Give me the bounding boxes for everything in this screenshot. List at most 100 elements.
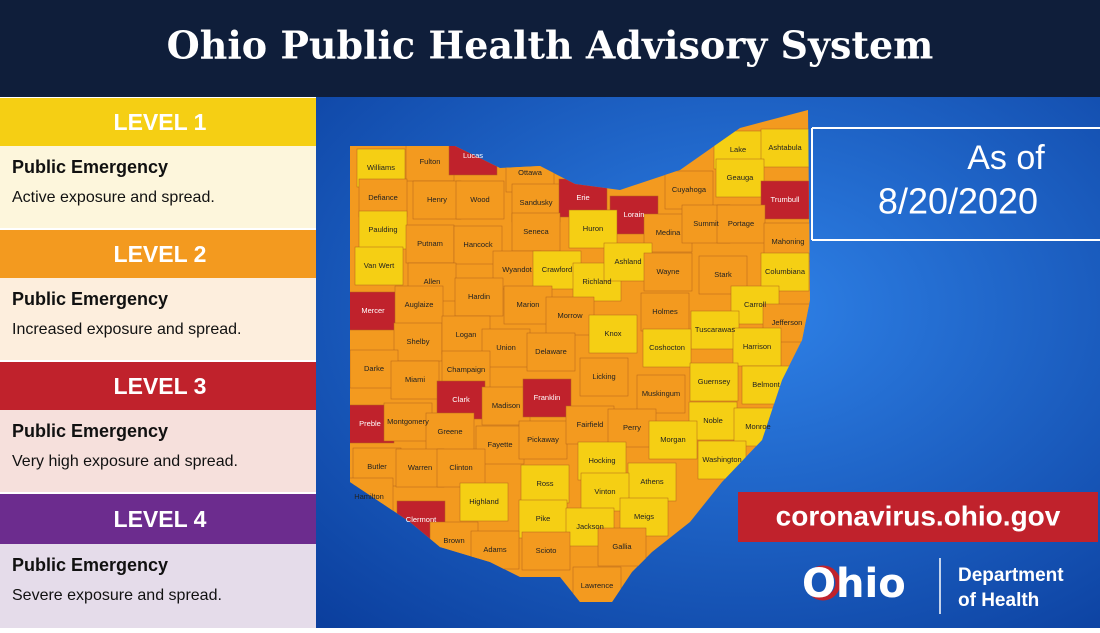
level-header (0, 230, 316, 278)
county-label: Defiance (368, 193, 398, 202)
county (383, 402, 433, 442)
county-label: Summit (693, 219, 719, 228)
county-label: Lucas (463, 151, 483, 160)
level-label: LEVEL 2 (114, 241, 207, 267)
county (607, 408, 657, 448)
county-label: Fulton (420, 157, 441, 166)
url: coronavirus.ohio.gov (776, 500, 1061, 531)
county-label: Licking (592, 372, 615, 381)
county-label: Mercer (361, 306, 385, 315)
county-label: Columbiana (765, 267, 806, 276)
level-description: Very high exposure and spread. (12, 453, 238, 470)
county-label: Lorain (624, 210, 645, 219)
county-label: Greene (437, 427, 462, 436)
county-label: Gallia (612, 542, 632, 551)
county-label: Portage (728, 219, 754, 228)
county-label: Jackson (576, 522, 604, 531)
county-label: Meigs (634, 512, 654, 521)
level-description: Active exposure and spread. (12, 189, 215, 206)
county-label: Hocking (588, 456, 615, 465)
county (689, 362, 739, 402)
county-label: Hardin (468, 292, 490, 301)
county (459, 482, 509, 522)
county-label: Cuyahoga (672, 185, 707, 194)
county-label: Mahoning (772, 237, 805, 246)
county (690, 310, 740, 350)
county-label: Preble (359, 419, 381, 428)
county (503, 285, 553, 325)
legend-panel: LEVEL 1 Public Emergency Active exposure a… (0, 98, 316, 628)
county-label: Pickaway (527, 435, 559, 444)
county-label: Logan (456, 330, 477, 339)
county-label: Coshocton (649, 343, 685, 352)
county (716, 204, 766, 244)
logo-line: Department (958, 565, 1064, 586)
county-label: Miami (405, 375, 425, 384)
level-description: Increased exposure and spread. (12, 321, 241, 338)
county (390, 360, 440, 400)
county (358, 178, 408, 218)
county-label: Medina (656, 228, 681, 237)
county-label: Ashtabula (768, 143, 802, 152)
county (358, 210, 408, 250)
county (455, 180, 505, 220)
level-title: Public Emergency (12, 421, 168, 441)
county (518, 499, 568, 539)
county-label: Geauga (727, 173, 755, 182)
county (636, 374, 686, 414)
county-label: Henry (427, 195, 447, 204)
county (643, 252, 693, 292)
level-title: Public Emergency (12, 555, 168, 575)
county (627, 462, 677, 502)
county-label: Clinton (449, 463, 472, 472)
level-title: Public Emergency (12, 289, 168, 309)
level-label: LEVEL 3 (114, 373, 207, 399)
county-label: Lawrence (581, 581, 614, 590)
county (760, 252, 810, 292)
county-label: Champaign (447, 365, 485, 374)
county-label: Ashland (614, 257, 641, 266)
county-label: Muskingum (642, 389, 680, 398)
county-label: Scioto (536, 546, 557, 555)
county (568, 209, 618, 249)
county (354, 246, 404, 286)
county-label: Jefferson (772, 318, 803, 327)
county-label: Paulding (368, 225, 397, 234)
county-label: Trumbull (771, 195, 800, 204)
county (597, 527, 647, 567)
level-header (0, 362, 316, 410)
county-label: Shelby (407, 337, 430, 346)
county-label: Adams (483, 545, 507, 554)
county (588, 314, 638, 354)
level-body (0, 544, 316, 628)
county-label: Belmont (752, 380, 780, 389)
county-label: Erie (576, 193, 589, 202)
county-label: Harrison (743, 342, 771, 351)
county-label: Hamilton (354, 492, 384, 501)
county-label: Sandusky (520, 198, 553, 207)
county (405, 142, 455, 182)
county-label: Huron (583, 224, 603, 233)
level-body (0, 410, 316, 492)
county-label: Auglaize (405, 300, 434, 309)
county-label: Wyandot (502, 265, 532, 274)
county (648, 420, 698, 460)
county-label: Morgan (660, 435, 685, 444)
county-label: Guernsey (698, 377, 731, 386)
url-box (738, 492, 1098, 542)
county-label: Crawford (542, 265, 572, 274)
county-label: Clark (452, 395, 470, 404)
county-label: Richland (582, 277, 611, 286)
county (395, 448, 445, 488)
county-label: Ross (536, 479, 553, 488)
county-label: Pike (536, 514, 551, 523)
county (394, 285, 444, 325)
county-label: Athens (640, 477, 664, 486)
county-label: Knox (604, 329, 621, 338)
level-body (0, 146, 316, 228)
county (518, 420, 568, 460)
date-label: As of (967, 139, 1045, 177)
county (664, 170, 714, 210)
title: Ohio Public Health Advisory System (167, 23, 934, 68)
